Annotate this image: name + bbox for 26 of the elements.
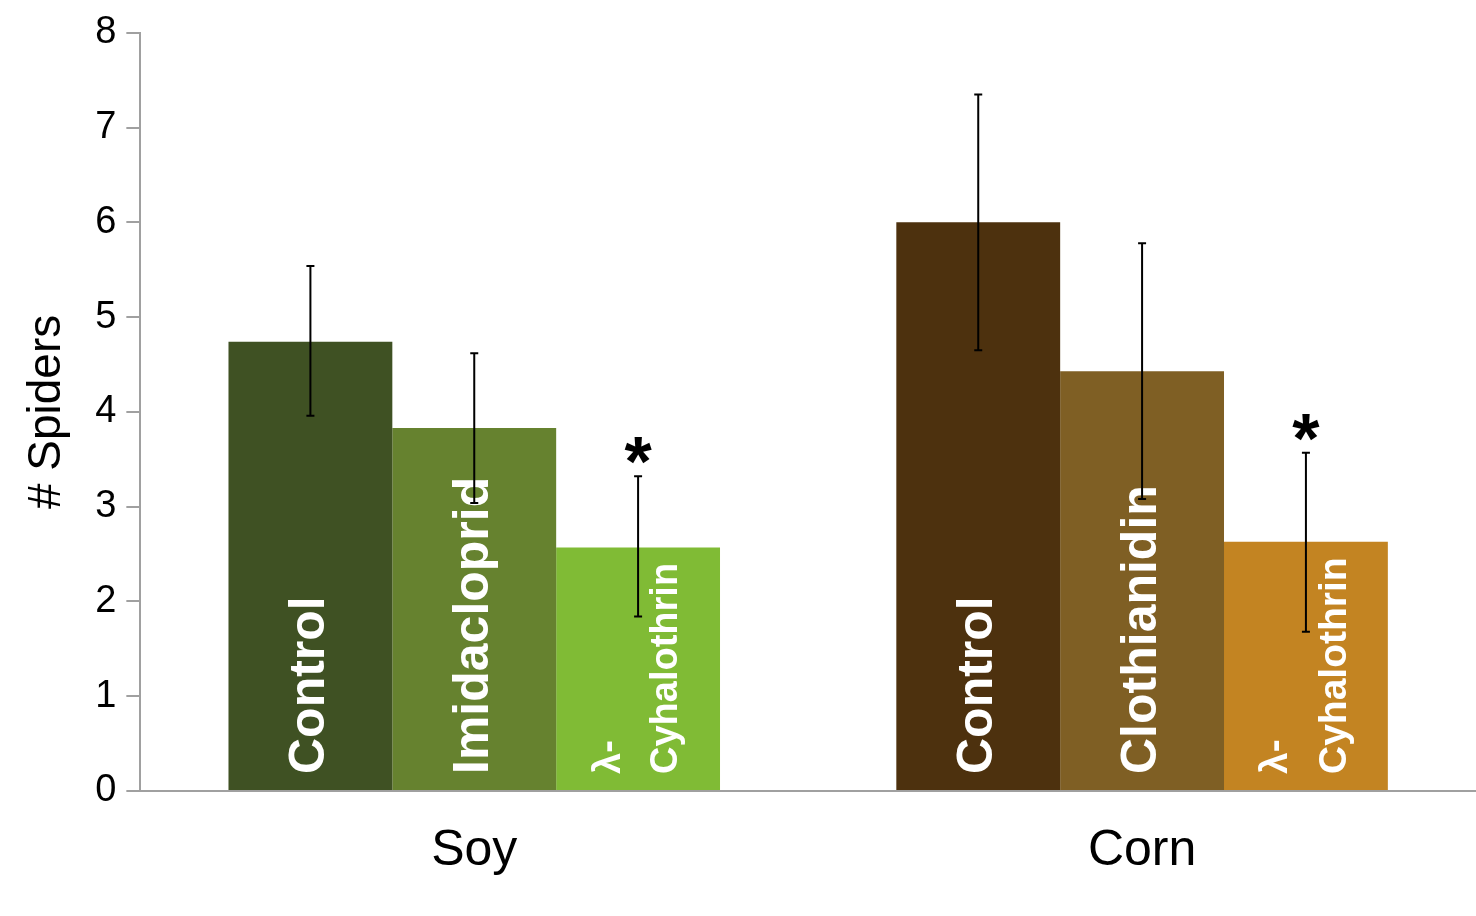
bar <box>1060 371 1224 790</box>
y-tick-label: 0 <box>95 767 117 810</box>
y-tick-label: 2 <box>95 577 117 620</box>
data-label: Control <box>947 596 1004 774</box>
data-label: Control <box>279 596 336 774</box>
bar <box>392 428 557 790</box>
data-label: λ- Cyhalothrin <box>586 562 686 774</box>
y-tick-label: 4 <box>95 388 117 431</box>
bar <box>1224 541 1388 790</box>
annotation: * <box>624 423 653 502</box>
data-label: λ- Cyhalothrin <box>1252 557 1354 774</box>
y-tick-label: 8 <box>95 9 117 52</box>
annotation: * <box>1292 399 1321 478</box>
bar <box>556 547 721 790</box>
data-label: Imidacloprid <box>443 476 500 774</box>
data-label: Clothianidin <box>1110 485 1167 774</box>
y-tick-label: 7 <box>95 104 117 147</box>
y-tick-label: 3 <box>95 483 117 526</box>
bar <box>228 341 393 790</box>
y-tick-label: 6 <box>95 198 117 241</box>
x-tick-label: Corn <box>1087 819 1197 876</box>
bar <box>896 222 1061 790</box>
y-axis-title: # Spiders <box>18 314 71 510</box>
y-tick-label: 1 <box>95 672 117 715</box>
x-tick-label: Soy <box>431 819 518 876</box>
y-tick-label: 5 <box>95 293 117 336</box>
